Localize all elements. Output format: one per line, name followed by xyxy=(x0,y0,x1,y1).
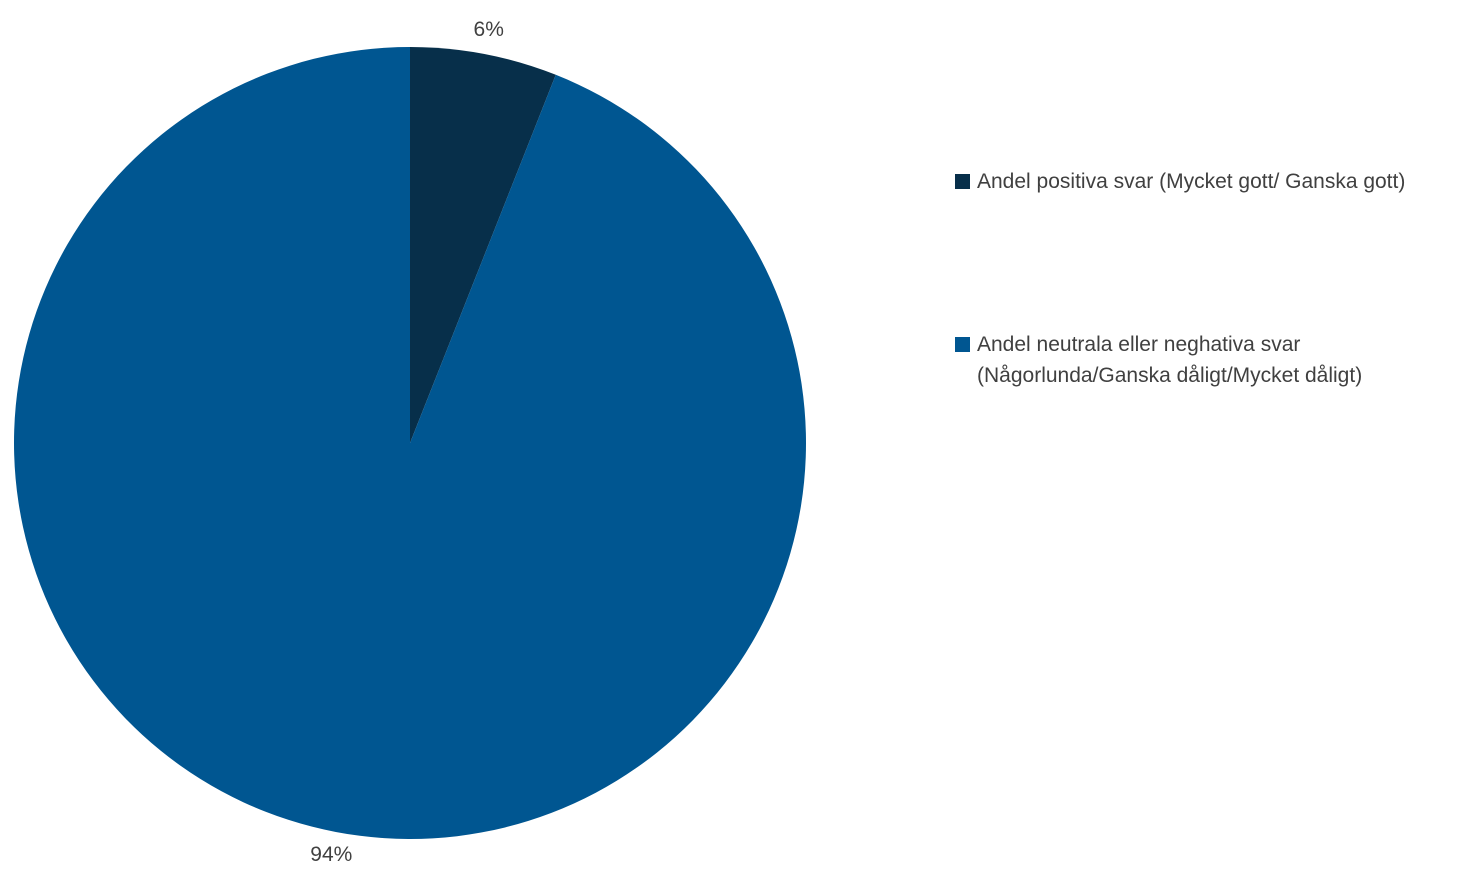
legend-label-positive: Andel positiva svar (Mycket gott/ Ganska… xyxy=(977,170,1406,193)
legend-swatch-neutral-negative xyxy=(955,337,970,352)
legend: Andel positiva svar (Mycket gott/ Ganska… xyxy=(955,166,1455,391)
pie-data-labels: 6% 94% xyxy=(310,18,504,866)
legend-swatch-positive xyxy=(955,174,970,189)
data-label-neutral-negative: 94% xyxy=(310,843,352,866)
pie-slice-neutral-negative xyxy=(14,47,806,839)
data-label-positive: 6% xyxy=(474,18,504,41)
pie-slices xyxy=(14,47,806,839)
legend-item-neutral-negative: Andel neutrala eller neghativa svar (Någ… xyxy=(955,329,1455,391)
pie-slice-positive xyxy=(410,47,556,443)
legend-label-neutral-negative: Andel neutrala eller neghativa svar (Någ… xyxy=(977,333,1363,387)
legend-item-positive: Andel positiva svar (Mycket gott/ Ganska… xyxy=(955,166,1455,197)
